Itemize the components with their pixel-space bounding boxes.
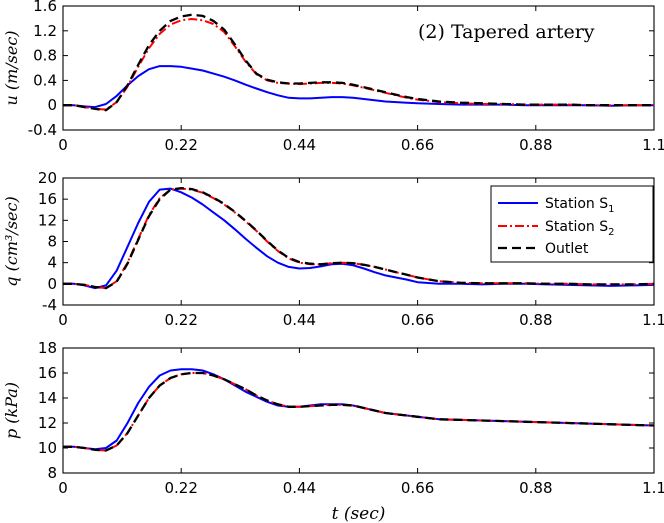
x-tick-label: 0 [58, 136, 68, 154]
y-tick-label: 0 [47, 96, 57, 114]
y-tick-label: 1.2 [33, 22, 57, 40]
legend-label-s2: Station S2 [545, 219, 614, 238]
y-tick-label: 16 [38, 364, 57, 382]
pressure-panel: 0 0.22 0.44 0.66 0.88 1.1 8 10 12 14 16 18 p (kPa) t … [2, 339, 664, 523]
legend-label-s1: Station S1 [545, 196, 614, 215]
x-tick-label: 0.22 [164, 311, 197, 329]
x-tick-label: 0 [58, 311, 68, 329]
y-tick-label: 0.4 [33, 71, 57, 89]
y-axis-label: u (m/sec) [2, 30, 21, 105]
y-tick-label: 8 [47, 233, 57, 251]
x-tick-label: 1.1 [642, 479, 664, 497]
y-tick-label: 4 [47, 254, 57, 272]
series-line-outlet [63, 13, 654, 112]
y-tick-label: 1.6 [33, 0, 57, 15]
legend-box [490, 185, 654, 263]
chart-title: (2) Tapered artery [418, 21, 595, 43]
series-line-station-s2 [63, 187, 655, 290]
axes-frame [62, 5, 655, 131]
x-tick-label: 0.88 [519, 311, 552, 329]
y-tick-label: -0.4 [28, 121, 57, 139]
x-tick-label: 0.66 [401, 311, 434, 329]
x-tick-label: 0.66 [401, 479, 434, 497]
x-tick-label: 1.1 [642, 136, 664, 154]
y-tick-label: 10 [38, 439, 57, 457]
y-tick-label: 20 [38, 169, 57, 187]
y-axis-label: p (kPa) [2, 382, 21, 439]
x-tick-label: 1.1 [642, 311, 664, 329]
legend: Station S1 Station S2 Outlet [490, 185, 654, 263]
y-tick-label: 18 [38, 339, 57, 357]
series-line-outlet [63, 186, 655, 290]
y-tick-label: -4 [42, 296, 57, 314]
x-tick-label: 0.44 [283, 136, 316, 154]
legend-label-outlet: Outlet [545, 241, 589, 257]
x-axis-label: t (sec) [332, 504, 386, 523]
x-tick-label: 0.66 [401, 136, 434, 154]
y-tick-label: 14 [38, 389, 57, 407]
y-tick-label: 0.8 [33, 47, 57, 65]
x-tick-label: 0 [58, 479, 68, 497]
y-tick-label: 12 [38, 414, 57, 432]
x-tick-label: 0.22 [164, 136, 197, 154]
y-tick-label: 0 [47, 275, 57, 293]
y-tick-label: 16 [38, 190, 57, 208]
x-tick-label: 0.44 [283, 311, 316, 329]
y-tick-label: 12 [38, 211, 57, 229]
series-line-station-s1 [63, 65, 654, 109]
series-line-station-s1 [63, 368, 655, 451]
series-line-outlet [63, 371, 655, 452]
y-axis-label: q (cm³/sec) [2, 196, 21, 286]
x-tick-label: 0.44 [283, 479, 316, 497]
x-tick-label: 0.22 [164, 479, 197, 497]
velocity-panel: 0 0.22 0.44 0.66 0.88 1.1-0.400.40.81.21.6u (… [2, 0, 664, 154]
axes-frame [62, 347, 655, 474]
x-tick-label: 0.88 [519, 136, 552, 154]
x-tick-label: 0.88 [519, 479, 552, 497]
y-tick-label: 8 [47, 464, 57, 482]
